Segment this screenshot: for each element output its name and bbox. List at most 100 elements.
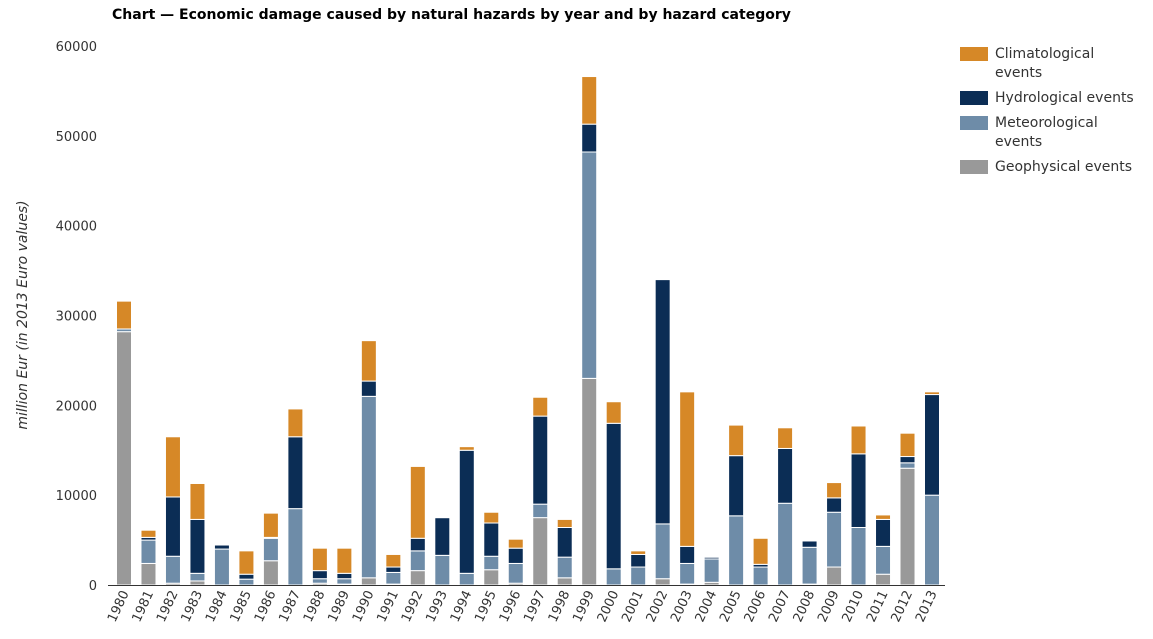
bar-segment-hydrological-events <box>458 449 475 574</box>
bar-segment-hydrological-events <box>728 455 745 517</box>
bar-segment-meteorological-events <box>213 548 230 586</box>
x-tick-label: 1989 <box>325 588 353 624</box>
bar-segment-meteorological-events <box>164 555 181 584</box>
bar-segment-hydrological-events <box>630 553 647 568</box>
bar-segment-hydrological-events <box>213 544 230 550</box>
bar-segment-hydrological-events <box>189 518 206 574</box>
bar-segment-meteorological-events <box>630 566 647 586</box>
bar-segment-climatological-events <box>605 401 622 424</box>
bar-segment-geophysical-events <box>116 331 132 586</box>
bar-segment-climatological-events <box>850 425 867 455</box>
x-tick-label: 2005 <box>717 588 745 624</box>
bar-segment-geophysical-events <box>189 580 206 586</box>
x-tick-label: 1983 <box>178 588 206 624</box>
x-tick-label: 2006 <box>742 588 770 624</box>
x-tick-label: 2009 <box>815 588 843 624</box>
bar-segment-meteorological-events <box>189 572 206 582</box>
bar-segment-climatological-events <box>777 427 794 449</box>
y-tick-label: 60000 <box>56 40 97 55</box>
bar-segment-climatological-events <box>826 482 843 499</box>
bar-segment-climatological-events <box>409 465 426 539</box>
x-tick-label: 2002 <box>644 588 672 624</box>
x-tick-label: 1999 <box>570 588 598 624</box>
bar-segment-climatological-events <box>360 340 377 382</box>
bar-segment-hydrological-events <box>605 422 622 570</box>
bar-segment-climatological-events <box>924 391 940 396</box>
legend-swatch <box>960 47 988 61</box>
bar-segment-meteorological-events <box>360 395 377 579</box>
y-tick-label: 0 <box>89 579 97 594</box>
x-tick-label: 2013 <box>913 588 941 624</box>
x-tick-label: 1985 <box>227 588 255 624</box>
bar-segment-hydrological-events <box>850 453 867 529</box>
bar-segment-climatological-events <box>532 396 549 417</box>
bar-segment-hydrological-events <box>409 537 426 552</box>
bar-segment-hydrological-events <box>164 496 181 557</box>
bar-segment-geophysical-events <box>581 377 598 586</box>
bar-segment-meteorological-events <box>140 539 157 564</box>
bar-segment-meteorological-events <box>287 508 304 586</box>
bar-segment-hydrological-events <box>899 456 916 464</box>
bar-segment-meteorological-events <box>532 503 549 519</box>
legend-item[interactable]: Meteorological events <box>960 114 1150 152</box>
bar-segment-geophysical-events <box>654 578 671 586</box>
x-tick-label: 1998 <box>546 588 574 624</box>
x-tick-label: 1986 <box>252 588 280 624</box>
bar-segment-meteorological-events <box>899 462 916 469</box>
legend-swatch <box>960 91 988 105</box>
legend-item[interactable]: Hydrological events <box>960 89 1150 108</box>
legend-label: Hydrological events <box>995 90 1134 106</box>
x-tick-label: 1994 <box>448 588 476 624</box>
bar-segment-climatological-events <box>434 516 451 519</box>
bar-segment-climatological-events <box>507 538 524 549</box>
x-tick-label: 1997 <box>521 588 549 624</box>
bar-segment-geophysical-events <box>483 569 500 586</box>
bar-segment-climatological-events <box>630 550 647 555</box>
legend-item[interactable]: Geophysical events <box>960 158 1150 177</box>
legend-label: Climatological events <box>995 46 1095 81</box>
x-tick-label: 2000 <box>595 588 623 624</box>
legend-swatch <box>960 160 988 174</box>
y-tick-label: 40000 <box>56 220 97 235</box>
x-tick-label: 1995 <box>472 588 500 624</box>
bar-segment-geophysical-events <box>826 566 843 586</box>
legend: Climatological events Hydrological events… <box>960 45 1150 183</box>
bar-segment-hydrological-events <box>777 447 794 504</box>
x-tick-label: 1993 <box>423 588 451 624</box>
bar-segment-geophysical-events <box>262 560 279 586</box>
bar-segment-climatological-events <box>311 547 328 572</box>
bar-segment-hydrological-events <box>434 517 451 556</box>
y-axis-label: million Eur (in 2013 Euro values) <box>15 200 31 429</box>
bar-segment-climatological-events <box>238 550 255 575</box>
x-tick-label: 2003 <box>668 588 696 624</box>
x-tick-label: 1980 <box>105 588 133 624</box>
bar-segment-geophysical-events <box>875 573 892 586</box>
bar-segment-hydrological-events <box>556 527 573 558</box>
bar-segment-meteorological-events <box>336 578 353 585</box>
bar-segment-climatological-events <box>116 300 132 330</box>
chart-title: Chart — Economic damage caused by natura… <box>112 7 791 23</box>
bar-segment-hydrological-events <box>483 522 500 557</box>
x-tick-label: 2012 <box>889 588 917 624</box>
x-tick-label: 2008 <box>791 588 819 624</box>
legend-item[interactable]: Climatological events <box>960 45 1150 83</box>
x-tick-label: 2007 <box>766 588 794 624</box>
bar-segment-meteorological-events <box>801 546 818 585</box>
bar-segment-geophysical-events <box>409 570 426 586</box>
legend-label: Geophysical events <box>995 159 1133 175</box>
x-tick-label: 1991 <box>374 588 402 624</box>
bar-segment-meteorological-events <box>458 572 475 586</box>
bar-segment-geophysical-events <box>899 467 916 586</box>
x-tick-label: 1990 <box>350 588 378 624</box>
bar-segment-hydrological-events <box>826 497 843 513</box>
bar-segment-climatological-events <box>679 391 696 547</box>
bar-segment-geophysical-events <box>360 577 377 586</box>
y-tick-label: 50000 <box>56 130 97 145</box>
bar-segment-geophysical-events <box>140 562 157 586</box>
bar-segment-meteorological-events <box>581 151 598 379</box>
bar-segment-hydrological-events <box>336 572 353 580</box>
bar-segment-geophysical-events <box>532 517 549 586</box>
bar-segment-meteorological-events <box>850 527 867 586</box>
bar-segment-hydrological-events <box>385 566 402 573</box>
bar-segment-climatological-events <box>164 436 181 498</box>
